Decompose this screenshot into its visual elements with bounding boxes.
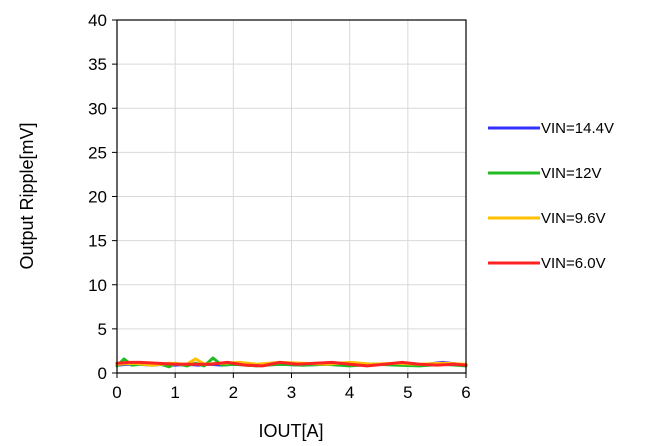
series-layer	[115, 356, 468, 369]
x-tick-label: 5	[403, 383, 412, 402]
y-tick-label: 25	[88, 143, 107, 162]
legend-label: VIN=6.0V	[541, 255, 606, 272]
legend: VIN=14.4V VIN=12V VIN=9.6V VIN=6.0V	[488, 120, 614, 272]
y-tick-label: 40	[88, 11, 107, 30]
x-tick-label: 1	[170, 383, 179, 402]
legend-label: VIN=9.6V	[541, 210, 606, 227]
x-tick-label: 4	[345, 383, 354, 402]
x-tick-label: 2	[229, 383, 238, 402]
x-tick-label: 0	[112, 383, 121, 402]
plot-frame	[116, 19, 467, 374]
y-tick-labels: 0 5 10 15 20 25 30 35 40	[88, 11, 107, 383]
y-tick-label: 0	[98, 364, 107, 383]
x-tick-labels: 0 1 2 3 4 5 6	[112, 383, 470, 402]
y-tick-label: 15	[88, 232, 107, 251]
x-axis-label: IOUT[A]	[258, 421, 323, 441]
series-line-vin-6-0v	[115, 360, 468, 368]
x-tick-label: 6	[461, 383, 470, 402]
y-tick-label: 5	[98, 320, 107, 339]
y-tick-label: 10	[88, 276, 107, 295]
legend-label: VIN=12V	[541, 165, 601, 182]
legend-label: VIN=14.4V	[541, 120, 614, 137]
y-tick-label: 20	[88, 188, 107, 207]
x-tick-label: 3	[287, 383, 296, 402]
grid-lines	[112, 19, 467, 378]
y-axis-label: Output Ripple[mV]	[17, 122, 37, 269]
y-tick-label: 35	[88, 55, 107, 74]
y-tick-label: 30	[88, 99, 107, 118]
